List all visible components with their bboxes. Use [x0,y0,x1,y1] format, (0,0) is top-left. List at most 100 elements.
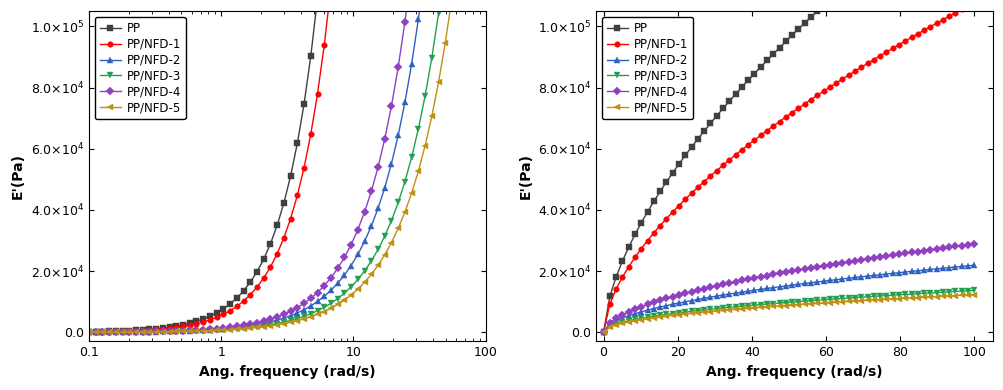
PP/NFD-2 [197,328,209,332]
PP/NFD-2 [597,330,609,335]
PP/NFD-3 [704,307,716,312]
Line: PP/NFD-5: PP/NFD-5 [86,0,487,335]
PP/NFD-1 [597,330,609,335]
PP [597,330,609,335]
Legend: PP, PP/NFD-1, PP/NFD-2, PP/NFD-3, PP/NFD-4, PP/NFD-5: PP, PP/NFD-1, PP/NFD-2, PP/NFD-3, PP/NFD… [94,17,186,119]
PP/NFD-3 [197,328,209,333]
Line: PP/NFD-1: PP/NFD-1 [86,0,487,335]
PP/NFD-5 [150,330,162,334]
PP/NFD-2 [217,326,229,331]
Legend: PP, PP/NFD-1, PP/NFD-2, PP/NFD-3, PP/NFD-4, PP/NFD-5: PP, PP/NFD-1, PP/NFD-2, PP/NFD-3, PP/NFD… [602,17,692,119]
PP/NFD-2 [211,327,223,332]
Line: PP/NFD-1: PP/NFD-1 [600,0,976,335]
PP/NFD-1 [704,174,716,178]
PP/NFD-4 [197,327,209,332]
PP [211,310,223,315]
PP/NFD-3 [217,327,229,332]
PP/NFD-4 [716,282,728,287]
PP/NFD-4 [150,329,162,334]
PP/NFD-3 [829,296,842,301]
Line: PP/NFD-5: PP/NFD-5 [600,292,976,335]
PP/NFD-4 [704,285,716,289]
PP/NFD-1 [197,320,209,324]
PP/NFD-2 [704,295,716,300]
PP/NFD-2 [829,277,842,282]
PP [704,121,716,126]
PP/NFD-1 [716,163,728,168]
PP/NFD-1 [217,312,229,317]
Line: PP/NFD-4: PP/NFD-4 [86,0,487,335]
PP/NFD-5 [211,328,223,333]
PP/NFD-2 [184,328,196,333]
PP/NFD-1 [150,327,162,332]
PP/NFD-2 [722,292,734,296]
PP/NFD-5 [331,302,343,307]
PP/NFD-5 [597,330,609,335]
Line: PP/NFD-3: PP/NFD-3 [86,0,487,335]
PP [83,330,95,334]
PP [197,317,209,321]
PP/NFD-4 [722,281,734,285]
PP/NFD-1 [211,315,223,320]
Line: PP: PP [600,0,976,335]
PP/NFD-1 [184,323,196,328]
PP/NFD-5 [197,328,209,333]
PP/NFD-4 [184,328,196,333]
PP/NFD-4 [211,326,223,331]
PP/NFD-2 [660,303,672,308]
PP/NFD-3 [211,328,223,332]
PP [150,326,162,331]
PP/NFD-4 [829,261,842,266]
Line: PP/NFD-3: PP/NFD-3 [600,288,976,335]
PP/NFD-5 [83,330,95,335]
PP/NFD-4 [660,296,672,301]
PP/NFD-2 [150,329,162,334]
PP [716,106,728,111]
PP/NFD-4 [597,330,609,335]
PP/NFD-3 [660,312,672,317]
PP/NFD-5 [660,314,672,319]
PP/NFD-4 [331,266,343,271]
PP [660,180,672,184]
PP/NFD-2 [716,293,728,298]
PP/NFD-2 [83,330,95,335]
PP/NFD-5 [691,310,703,315]
PP/NFD-5 [967,292,979,297]
PP/NFD-1 [722,158,734,162]
Line: PP/NFD-4: PP/NFD-4 [600,241,976,335]
PP [184,321,196,326]
Y-axis label: E'(Pa): E'(Pa) [11,153,25,199]
PP/NFD-5 [217,328,229,332]
PP [722,99,734,104]
PP/NFD-4 [967,242,979,246]
PP/NFD-2 [967,263,979,268]
Line: PP/NFD-2: PP/NFD-2 [86,0,487,335]
PP/NFD-4 [691,288,703,292]
PP/NFD-3 [967,288,979,293]
PP/NFD-3 [331,296,343,301]
Y-axis label: E'(Pa): E'(Pa) [518,153,532,199]
PP/NFD-5 [829,300,842,305]
PP/NFD-4 [83,330,95,335]
PP/NFD-5 [704,309,716,314]
PP [217,307,229,311]
PP/NFD-2 [691,297,703,302]
PP/NFD-5 [184,329,196,333]
PP/NFD-1 [660,216,672,221]
PP/NFD-1 [691,185,703,190]
X-axis label: Ang. frequency (rad/s): Ang. frequency (rad/s) [705,365,882,379]
PP/NFD-3 [716,306,728,310]
PP/NFD-4 [217,326,229,330]
PP [691,136,703,141]
PP/NFD-5 [722,308,734,312]
PP/NFD-2 [331,281,343,285]
PP/NFD-5 [716,308,728,313]
PP/NFD-3 [83,330,95,335]
Line: PP: PP [86,0,487,335]
PP/NFD-3 [691,308,703,313]
Line: PP/NFD-2: PP/NFD-2 [600,262,976,335]
PP/NFD-3 [597,330,609,335]
PP/NFD-3 [150,330,162,334]
PP/NFD-1 [967,0,979,5]
X-axis label: Ang. frequency (rad/s): Ang. frequency (rad/s) [199,365,375,379]
